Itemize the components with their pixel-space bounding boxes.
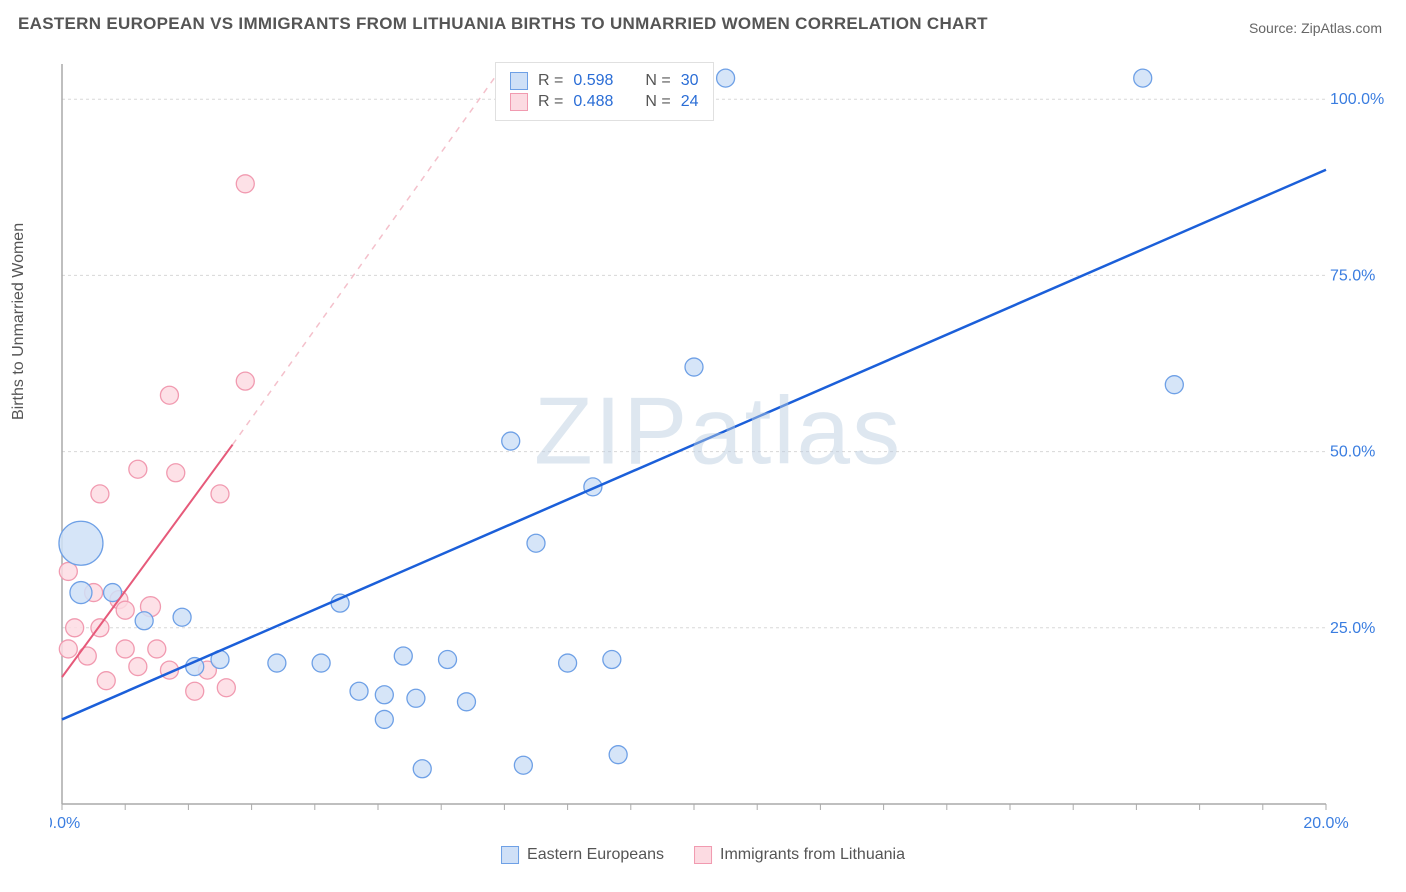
chart-title: EASTERN EUROPEAN VS IMMIGRANTS FROM LITH…	[18, 14, 988, 34]
source-label: Source: ZipAtlas.com	[1249, 20, 1382, 36]
bottom-legend: Eastern Europeans Immigrants from Lithuan…	[501, 846, 905, 864]
svg-text:25.0%: 25.0%	[1330, 620, 1375, 637]
stats-row: R = 0.598 N = 30	[510, 72, 699, 90]
stat-n-label: N =	[645, 93, 670, 111]
svg-text:0.0%: 0.0%	[50, 815, 80, 832]
legend-swatch	[694, 846, 712, 864]
legend-label: Eastern Europeans	[527, 846, 664, 864]
stat-n-label: N =	[645, 72, 670, 90]
legend-label: Immigrants from Lithuania	[720, 846, 905, 864]
stats-legend-box: R = 0.598 N = 30 R = 0.488 N = 24	[495, 62, 714, 121]
svg-text:75.0%: 75.0%	[1330, 267, 1375, 284]
stat-n-value: 30	[681, 72, 699, 90]
legend-swatch	[501, 846, 519, 864]
plot-area: ZIPatlas 25.0%50.0%75.0%100.0%0.0%20.0% …	[50, 58, 1386, 838]
stat-r-label: R =	[538, 72, 563, 90]
y-axis-title: Births to Unmarried Women	[10, 223, 28, 420]
stat-n-value: 24	[681, 93, 699, 111]
stats-row: R = 0.488 N = 24	[510, 93, 699, 111]
svg-text:100.0%: 100.0%	[1330, 91, 1384, 108]
legend-item: Eastern Europeans	[501, 846, 664, 864]
legend-swatch	[510, 72, 528, 90]
legend-swatch	[510, 93, 528, 111]
svg-text:20.0%: 20.0%	[1303, 815, 1348, 832]
stat-r-value: 0.488	[573, 93, 613, 111]
svg-text:50.0%: 50.0%	[1330, 444, 1375, 461]
stat-r-value: 0.598	[573, 72, 613, 90]
scatter-svg: 25.0% 50.0% 75.0% 100.0% 0.0% 20.0%	[50, 58, 1386, 838]
stat-r-label: R =	[538, 93, 563, 111]
legend-item: Immigrants from Lithuania	[694, 846, 905, 864]
